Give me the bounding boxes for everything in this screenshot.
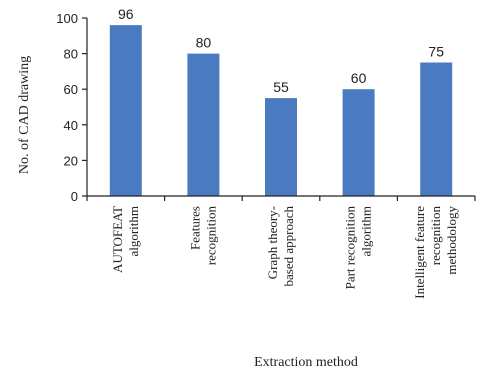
bar xyxy=(420,62,453,196)
data-labels-layer: 96 80 55 60 75 xyxy=(118,6,444,95)
bar xyxy=(265,98,297,196)
x-category-label-line: recognition xyxy=(203,206,218,266)
x-category-label-line: methodology xyxy=(444,206,459,275)
y-tick-label: 20 xyxy=(64,153,78,168)
x-category-label: Part recognitionalgorithm xyxy=(343,206,374,290)
x-category-label-line: Intelligent feature xyxy=(412,206,427,299)
y-axis-title: No. of CAD drawing xyxy=(17,56,32,174)
y-tick-label: 80 xyxy=(64,47,78,62)
x-category-label-line: based approach xyxy=(281,206,296,287)
x-category-label: Intelligent featurerecognitionmethodolog… xyxy=(412,206,459,299)
x-category-label: Featuresrecognition xyxy=(187,206,218,266)
bar-value-label: 55 xyxy=(273,79,289,95)
x-category-label-line: AUTOFEAT xyxy=(110,206,125,273)
x-category-label-line: Features xyxy=(187,206,202,250)
x-category-label-line: algorithm xyxy=(126,206,141,257)
x-category-label-line: Graph theory- xyxy=(265,206,280,279)
bar xyxy=(187,53,220,196)
bar-value-label: 75 xyxy=(428,44,444,60)
y-ticks-layer: 0 20 40 60 80 100 xyxy=(56,11,87,204)
bar-value-label: 60 xyxy=(351,70,367,86)
x-category-label: AUTOFEATalgorithm xyxy=(110,206,141,273)
y-tick-label: 60 xyxy=(64,82,78,97)
category-labels-layer: AUTOFEATalgorithm Featuresrecognition Grap… xyxy=(110,206,459,299)
bar xyxy=(342,89,375,196)
bar-value-label: 96 xyxy=(118,6,134,22)
y-tick-label: 0 xyxy=(71,189,78,204)
y-tick-label: 100 xyxy=(56,11,78,26)
x-category-label: Graph theory-based approach xyxy=(265,206,296,287)
axes-layer xyxy=(86,18,475,197)
x-ticks-layer xyxy=(86,196,476,201)
bar xyxy=(109,25,142,197)
x-axis-title: Extraction method xyxy=(254,355,358,370)
bars-layer xyxy=(109,25,453,197)
x-category-label-line: Part recognition xyxy=(343,206,358,290)
bar-value-label: 80 xyxy=(196,35,212,51)
x-category-label-line: recognition xyxy=(428,206,443,266)
x-category-label-line: algorithm xyxy=(359,206,374,257)
y-tick-label: 40 xyxy=(64,118,78,133)
